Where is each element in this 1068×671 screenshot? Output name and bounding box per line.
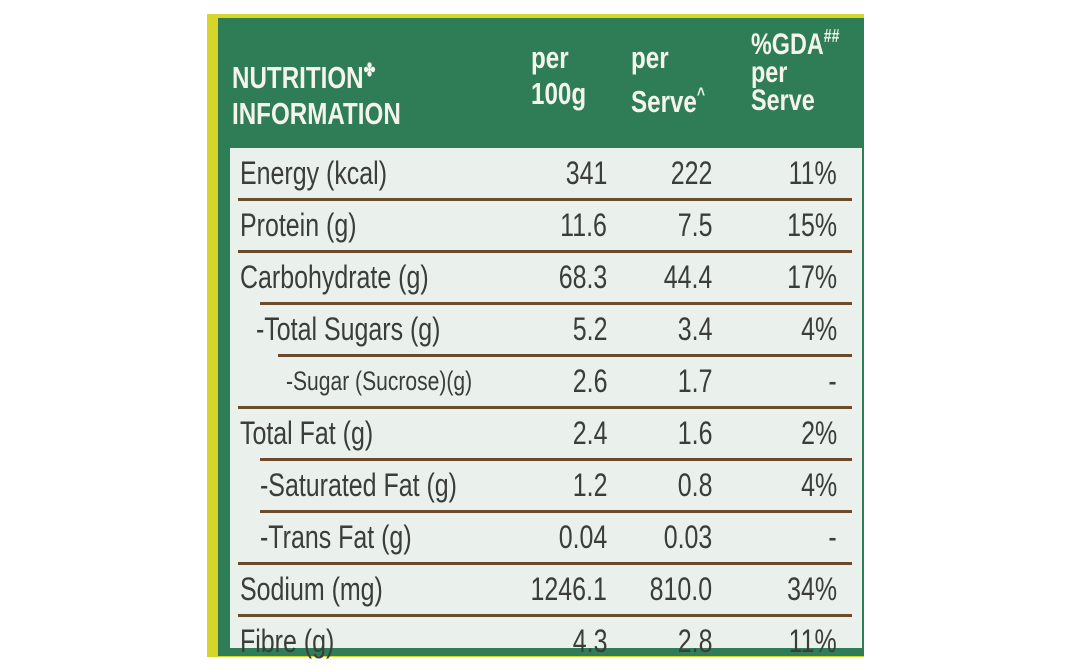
row-gda: 34% [787, 571, 837, 607]
row-label: Protein (g) [240, 207, 357, 243]
nutrition-panel: NUTRITION✤ INFORMATION per 100g per Serv… [218, 18, 864, 659]
row-gda: 4% [800, 311, 837, 347]
header-nutrient-line1: NUTRITION [232, 60, 364, 95]
header-nutrient-line2: INFORMATION [232, 96, 401, 131]
header-per100g-line1: per [531, 40, 569, 75]
header-per100g-column: per 100g [531, 40, 602, 112]
header-nutrient-sup: ✤ [363, 60, 376, 80]
table-row-protein: Protein (g) 11.6 7.5 15% [230, 200, 862, 250]
row-per100g: 11.6 [560, 207, 607, 243]
header-nutrient-column: NUTRITION✤ INFORMATION [232, 52, 448, 132]
row-per100g: 2.6 [572, 363, 607, 399]
row-label: Sodium (mg) [240, 571, 383, 607]
header-gda-column: %GDA## per Serve [751, 22, 864, 117]
row-gda: 15% [787, 207, 837, 243]
header-per100g-line2: 100g [531, 76, 587, 111]
row-perserve: 3.4 [677, 311, 712, 347]
header-perserve-sup: ^ [696, 84, 706, 104]
row-per100g: 1.2 [572, 467, 607, 503]
table-row-saturated-fat: -Saturated Fat (g) 1.2 0.8 4% [230, 460, 862, 510]
row-divider [238, 406, 852, 409]
row-per100g: 1246.1 [530, 571, 607, 607]
row-divider [260, 458, 852, 461]
row-label: -Trans Fat (g) [260, 519, 412, 555]
header-gda-line1: %GDA [751, 28, 824, 61]
row-gda: 17% [787, 259, 837, 295]
row-perserve: 1.6 [677, 415, 712, 451]
row-per100g: 0.04 [558, 519, 607, 555]
header-gda-line3: Serve [751, 84, 815, 117]
row-per100g: 4.3 [572, 623, 607, 659]
row-label: Carbohydrate (g) [240, 259, 429, 295]
row-gda: - [828, 519, 837, 555]
row-gda: - [828, 363, 837, 399]
row-perserve: 44.4 [663, 259, 712, 295]
header-perserve-line2: Serve [631, 84, 697, 119]
row-per100g: 68.3 [558, 259, 607, 295]
table-row-total-sugars: -Total Sugars (g) 5.2 3.4 4% [230, 304, 862, 354]
table-row-sucrose: -Sugar (Sucrose)(g) 2.6 1.7 - [230, 356, 862, 406]
row-per100g: 2.4 [572, 415, 607, 451]
row-label: Total Fat (g) [240, 415, 374, 451]
header-gda-line2: per [751, 56, 788, 89]
row-label: -Saturated Fat (g) [260, 467, 457, 503]
row-divider [278, 354, 852, 357]
row-perserve: 7.5 [677, 207, 712, 243]
row-per100g: 341 [565, 155, 607, 191]
row-label: Fibre (g) [240, 623, 335, 659]
nutrition-header: NUTRITION✤ INFORMATION per 100g per Serv… [218, 18, 864, 144]
header-perserve-column: per Serve^ [631, 40, 726, 120]
table-row-carbohydrate: Carbohydrate (g) 68.3 44.4 17% [230, 252, 862, 302]
row-gda: 11% [788, 155, 837, 191]
table-row-total-fat: Total Fat (g) 2.4 1.6 2% [230, 408, 862, 458]
row-divider [260, 302, 852, 305]
header-gda-sup: ## [823, 26, 840, 46]
row-perserve: 222 [670, 155, 712, 191]
nutrition-table: Energy (kcal) 341 222 11% Protein (g) 11… [230, 148, 862, 659]
row-divider [260, 510, 852, 513]
table-row-fibre: Fibre (g) 4.3 2.8 11% [230, 616, 862, 666]
row-perserve: 810.0 [649, 571, 712, 607]
table-row-energy: Energy (kcal) 341 222 11% [230, 148, 862, 198]
table-row-sodium: Sodium (mg) 1246.1 810.0 34% [230, 564, 862, 614]
row-divider [238, 250, 852, 253]
row-divider [238, 562, 852, 565]
row-label: -Sugar (Sucrose)(g) [286, 366, 473, 396]
row-divider [238, 198, 852, 201]
row-gda: 4% [800, 467, 837, 503]
table-row-trans-fat: -Trans Fat (g) 0.04 0.03 - [230, 512, 862, 562]
row-perserve: 0.8 [677, 467, 712, 503]
row-label: -Total Sugars (g) [256, 311, 441, 347]
row-per100g: 5.2 [572, 311, 607, 347]
row-gda: 11% [788, 623, 837, 659]
header-perserve-line1: per [631, 40, 669, 75]
row-perserve: 2.8 [677, 623, 712, 659]
row-divider [238, 614, 852, 617]
row-label: Energy (kcal) [240, 155, 388, 191]
row-perserve: 1.7 [677, 363, 712, 399]
row-perserve: 0.03 [663, 519, 712, 555]
row-gda: 2% [800, 415, 837, 451]
